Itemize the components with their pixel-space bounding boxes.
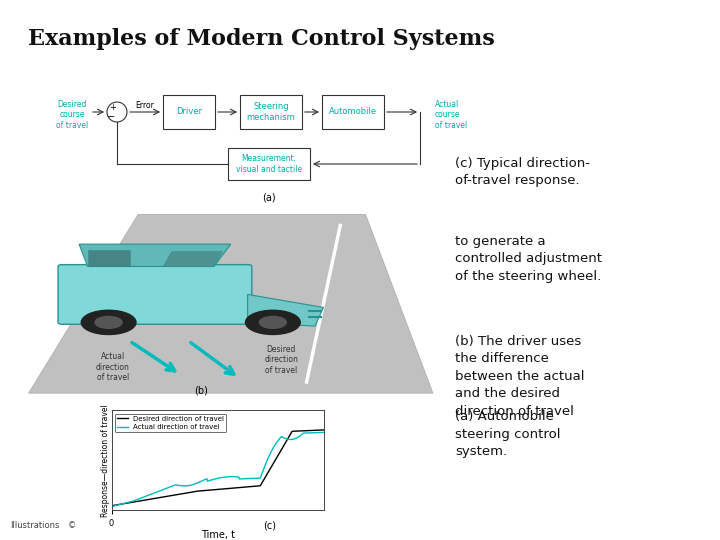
Line: Actual direction of travel: Actual direction of travel <box>112 433 324 507</box>
Desired direction of travel <box>234 484 243 491</box>
Circle shape <box>259 316 287 328</box>
Legend: Desired direction of travel, Actual direction of travel: Desired direction of travel, Actual dire… <box>115 414 226 432</box>
Actual direction of travel <box>222 474 231 480</box>
Text: Desired
direction
of travel: Desired direction of travel <box>264 345 298 375</box>
FancyBboxPatch shape <box>163 95 215 129</box>
Text: Driver: Driver <box>176 107 202 117</box>
Polygon shape <box>163 252 222 267</box>
Line: Desired direction of travel: Desired direction of travel <box>112 430 324 506</box>
Actual direction of travel <box>107 503 116 510</box>
Actual direction of travel <box>282 435 290 442</box>
Text: Examples of Modern Control Systems: Examples of Modern Control Systems <box>28 28 495 50</box>
Y-axis label: Response—direction of travel: Response—direction of travel <box>102 404 110 517</box>
Actual direction of travel <box>234 474 243 480</box>
Circle shape <box>81 310 136 334</box>
X-axis label: Time, t: Time, t <box>201 530 235 539</box>
Text: +: + <box>109 104 117 112</box>
Text: Actual
course
of travel: Actual course of travel <box>435 100 467 130</box>
Text: −: − <box>107 112 115 122</box>
Text: Error: Error <box>135 100 154 110</box>
Text: to generate a
controlled adjustment
of the steering wheel.: to generate a controlled adjustment of t… <box>455 235 602 283</box>
Desired direction of travel <box>208 487 217 493</box>
Text: (b): (b) <box>194 385 208 395</box>
Circle shape <box>246 310 300 334</box>
Desired direction of travel <box>320 427 328 433</box>
Actual direction of travel <box>210 476 218 483</box>
Text: (a) Automobile
steering control
system.: (a) Automobile steering control system. <box>455 410 561 458</box>
Polygon shape <box>248 294 323 326</box>
Polygon shape <box>79 244 230 267</box>
Text: Actual
direction
of travel: Actual direction of travel <box>96 352 130 382</box>
FancyBboxPatch shape <box>322 95 384 129</box>
Text: Steering
mechanism: Steering mechanism <box>247 102 295 122</box>
Desired direction of travel <box>222 485 231 492</box>
Text: Desired
course
of travel: Desired course of travel <box>56 100 88 130</box>
Actual direction of travel <box>208 476 217 483</box>
FancyBboxPatch shape <box>240 95 302 129</box>
Desired direction of travel <box>282 439 290 446</box>
Actual direction of travel <box>320 429 328 436</box>
Text: Illustrations: Illustrations <box>10 521 59 530</box>
Polygon shape <box>29 214 433 393</box>
Actual direction of travel <box>315 429 323 436</box>
Text: Automobile: Automobile <box>329 107 377 117</box>
Circle shape <box>95 316 122 328</box>
Desired direction of travel <box>107 503 116 509</box>
Text: (b) The driver uses
the difference
between the actual
and the desired
direction : (b) The driver uses the difference betwe… <box>455 335 585 418</box>
Polygon shape <box>88 249 130 267</box>
FancyBboxPatch shape <box>228 148 310 180</box>
Text: ©: © <box>68 521 76 530</box>
Text: (a): (a) <box>262 192 276 202</box>
Text: (c): (c) <box>264 520 276 530</box>
FancyBboxPatch shape <box>58 265 252 324</box>
Text: Measurement,
visual and tactile: Measurement, visual and tactile <box>236 154 302 174</box>
Desired direction of travel <box>315 427 323 434</box>
Desired direction of travel <box>210 487 218 493</box>
Text: (c) Typical direction-
of-travel response.: (c) Typical direction- of-travel respons… <box>455 157 590 187</box>
